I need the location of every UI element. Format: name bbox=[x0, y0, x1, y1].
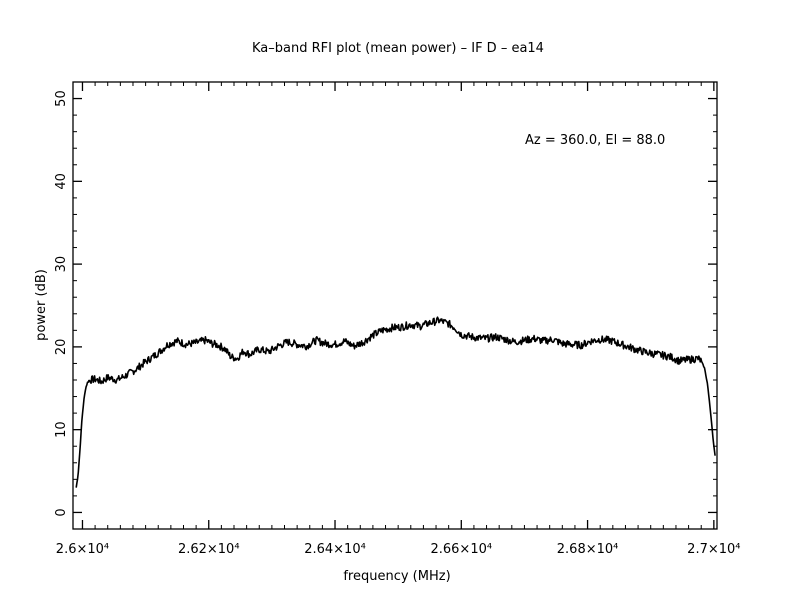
x-tick-label: 2.6×10⁴ bbox=[56, 542, 109, 557]
x-tick-label: 2.68×10⁴ bbox=[557, 542, 619, 557]
x-tick-label: 2.66×10⁴ bbox=[430, 542, 492, 557]
power-series-line bbox=[75, 316, 716, 488]
y-tick-label: 40 bbox=[54, 173, 69, 190]
y-tick-label: 10 bbox=[54, 421, 69, 438]
plot-frame bbox=[72, 81, 718, 530]
y-tick-label: 30 bbox=[54, 256, 69, 273]
x-tick-label: 2.7×10⁴ bbox=[687, 542, 740, 557]
chart-title: Ka–band RFI plot (mean power) – IF D – e… bbox=[252, 41, 544, 56]
y-tick-label: 0 bbox=[54, 508, 69, 516]
y-axis-label: power (dB) bbox=[34, 269, 49, 341]
az-el-annotation: Az = 360.0, El = 88.0 bbox=[525, 133, 665, 148]
x-axis: 2.6×10⁴ 2.62×10⁴ 2.64×10⁴ 2.66×10⁴ 2.68×10⁴ 2… bbox=[56, 82, 741, 557]
x-tick-label: 2.62×10⁴ bbox=[178, 542, 240, 557]
y-tick-label: 20 bbox=[54, 339, 69, 356]
y-tick-label: 50 bbox=[54, 90, 69, 107]
x-axis-label: frequency (MHz) bbox=[343, 569, 450, 584]
y-axis: 0 10 20 30 40 50 bbox=[54, 81, 717, 517]
x-tick-label: 2.64×10⁴ bbox=[304, 542, 366, 557]
